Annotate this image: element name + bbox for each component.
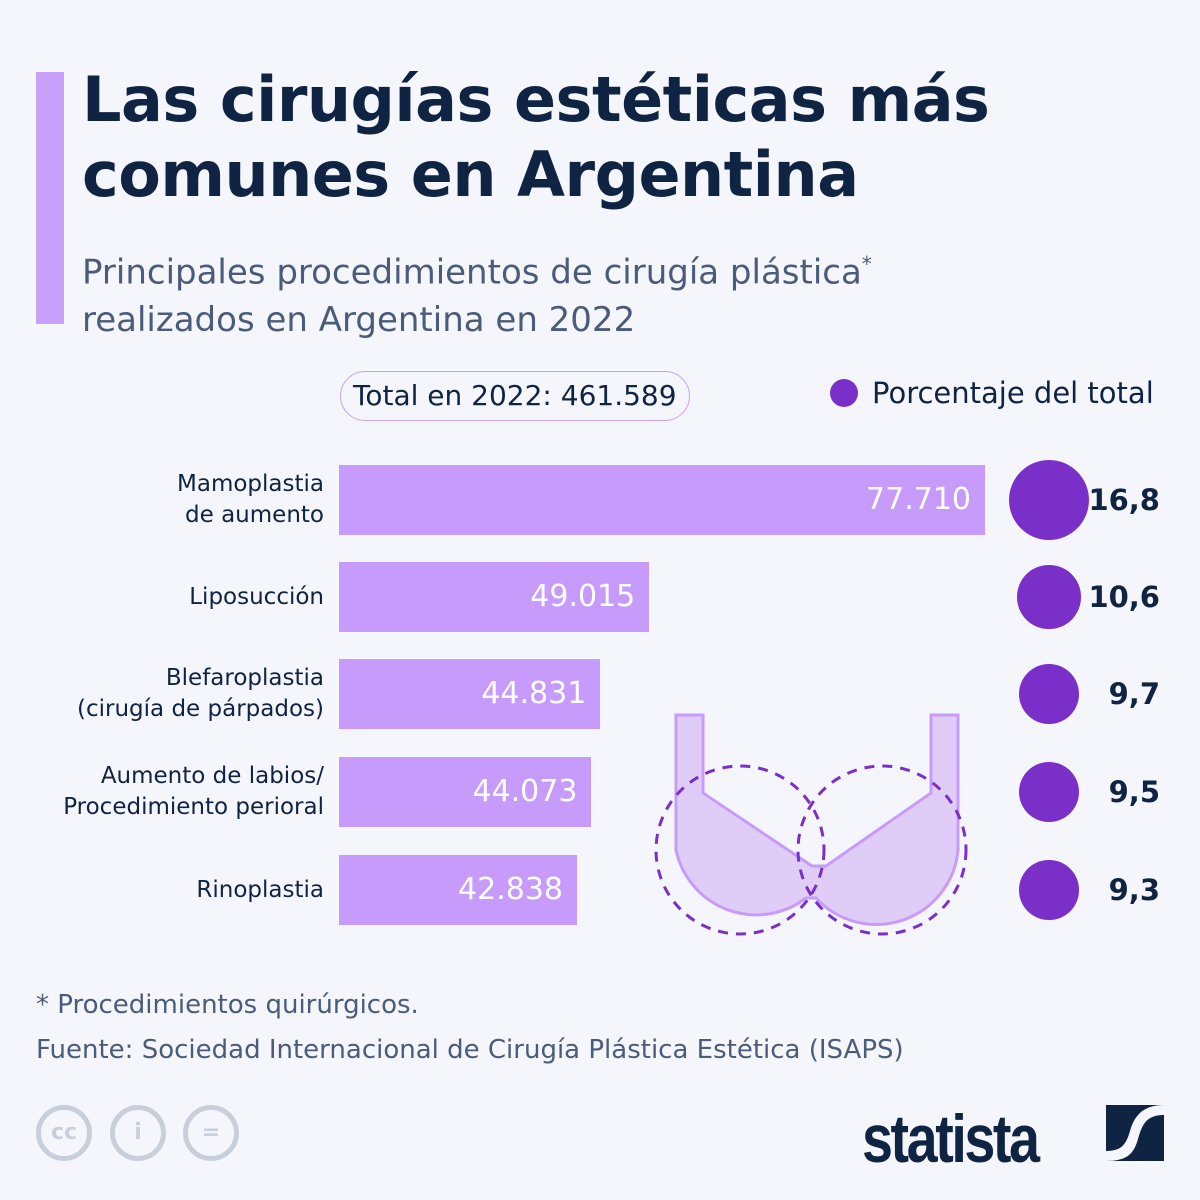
statista-logo-mark-icon: [1106, 1105, 1164, 1161]
legend: Porcentaje del total: [830, 376, 1154, 410]
percent-label: 9,3: [1108, 873, 1160, 907]
percent-circle: [1009, 460, 1089, 540]
bar-value-label: 44.831: [481, 676, 587, 711]
percent-circle: [1017, 565, 1081, 629]
percent-circle: [1018, 663, 1080, 725]
percent-circle: [1019, 860, 1079, 920]
total-badge: Total en 2022: 461.589: [340, 371, 690, 421]
percent-label: 16,8: [1088, 483, 1160, 517]
category-label-line: Rinoplastia: [196, 876, 324, 903]
bar: 44.831: [339, 659, 601, 729]
category-label: Mamoplastia de aumento: [177, 469, 324, 531]
bar: 77.710: [339, 465, 985, 535]
category-label: Rinoplastia: [196, 875, 324, 906]
title-accent-bar: [36, 72, 64, 324]
subtitle: Principales procedimientos de cirugía pl…: [82, 240, 1182, 344]
category-label: Aumento de labios/Procedimiento perioral: [63, 761, 324, 823]
percent-label: 9,5: [1108, 775, 1160, 809]
category-label-line: Aumento de labios/: [100, 763, 324, 789]
footnote: * Procedimientos quirúrgicos.: [36, 990, 419, 1020]
bar-value-label: 49.015: [530, 579, 636, 614]
bar: 49.015: [339, 562, 650, 632]
category-label: Blefaroplastia (cirugía de párpados): [77, 663, 324, 725]
category-label-line: de aumento: [185, 502, 324, 528]
category-label-line: Procedimiento perioral: [63, 794, 324, 820]
category-label-line: Mamoplastia: [177, 471, 324, 497]
no-derivatives-icon[interactable]: =: [183, 1105, 239, 1161]
bar: 44.073: [339, 757, 592, 827]
percent-label: 9,7: [1108, 677, 1160, 711]
legend-dot-icon: [830, 379, 858, 407]
category-label: Liposucción: [189, 582, 324, 613]
category-label-line: Liposucción: [189, 583, 324, 610]
cc-icon[interactable]: cc: [36, 1105, 92, 1161]
subtitle-footnote-mark: *: [861, 252, 872, 276]
bar-value-label: 44.073: [472, 774, 578, 809]
page-title: Las cirugías estéticas más comunes en Ar…: [82, 63, 990, 211]
source: Fuente: Sociedad Internacional de Cirugí…: [36, 1035, 904, 1065]
bar: 42.838: [339, 855, 577, 925]
percent-label: 10,6: [1088, 580, 1160, 614]
bra-illustration: [654, 713, 968, 936]
category-label-line: (cirugía de párpados): [77, 696, 324, 722]
bar-value-label: 77.710: [866, 482, 971, 517]
category-label-line: Blefaroplastia: [165, 665, 324, 691]
subtitle-line-1: Principales procedimientos de cirugía pl…: [82, 252, 862, 293]
attribution-icon[interactable]: i: [110, 1105, 166, 1161]
statista-logo[interactable]: statista: [862, 1101, 1040, 1177]
percent-circle: [1018, 761, 1080, 823]
bar-value-label: 42.838: [458, 872, 563, 907]
subtitle-line-2: realizados en Argentina en 2022: [82, 300, 636, 341]
legend-label: Porcentaje del total: [872, 376, 1154, 410]
